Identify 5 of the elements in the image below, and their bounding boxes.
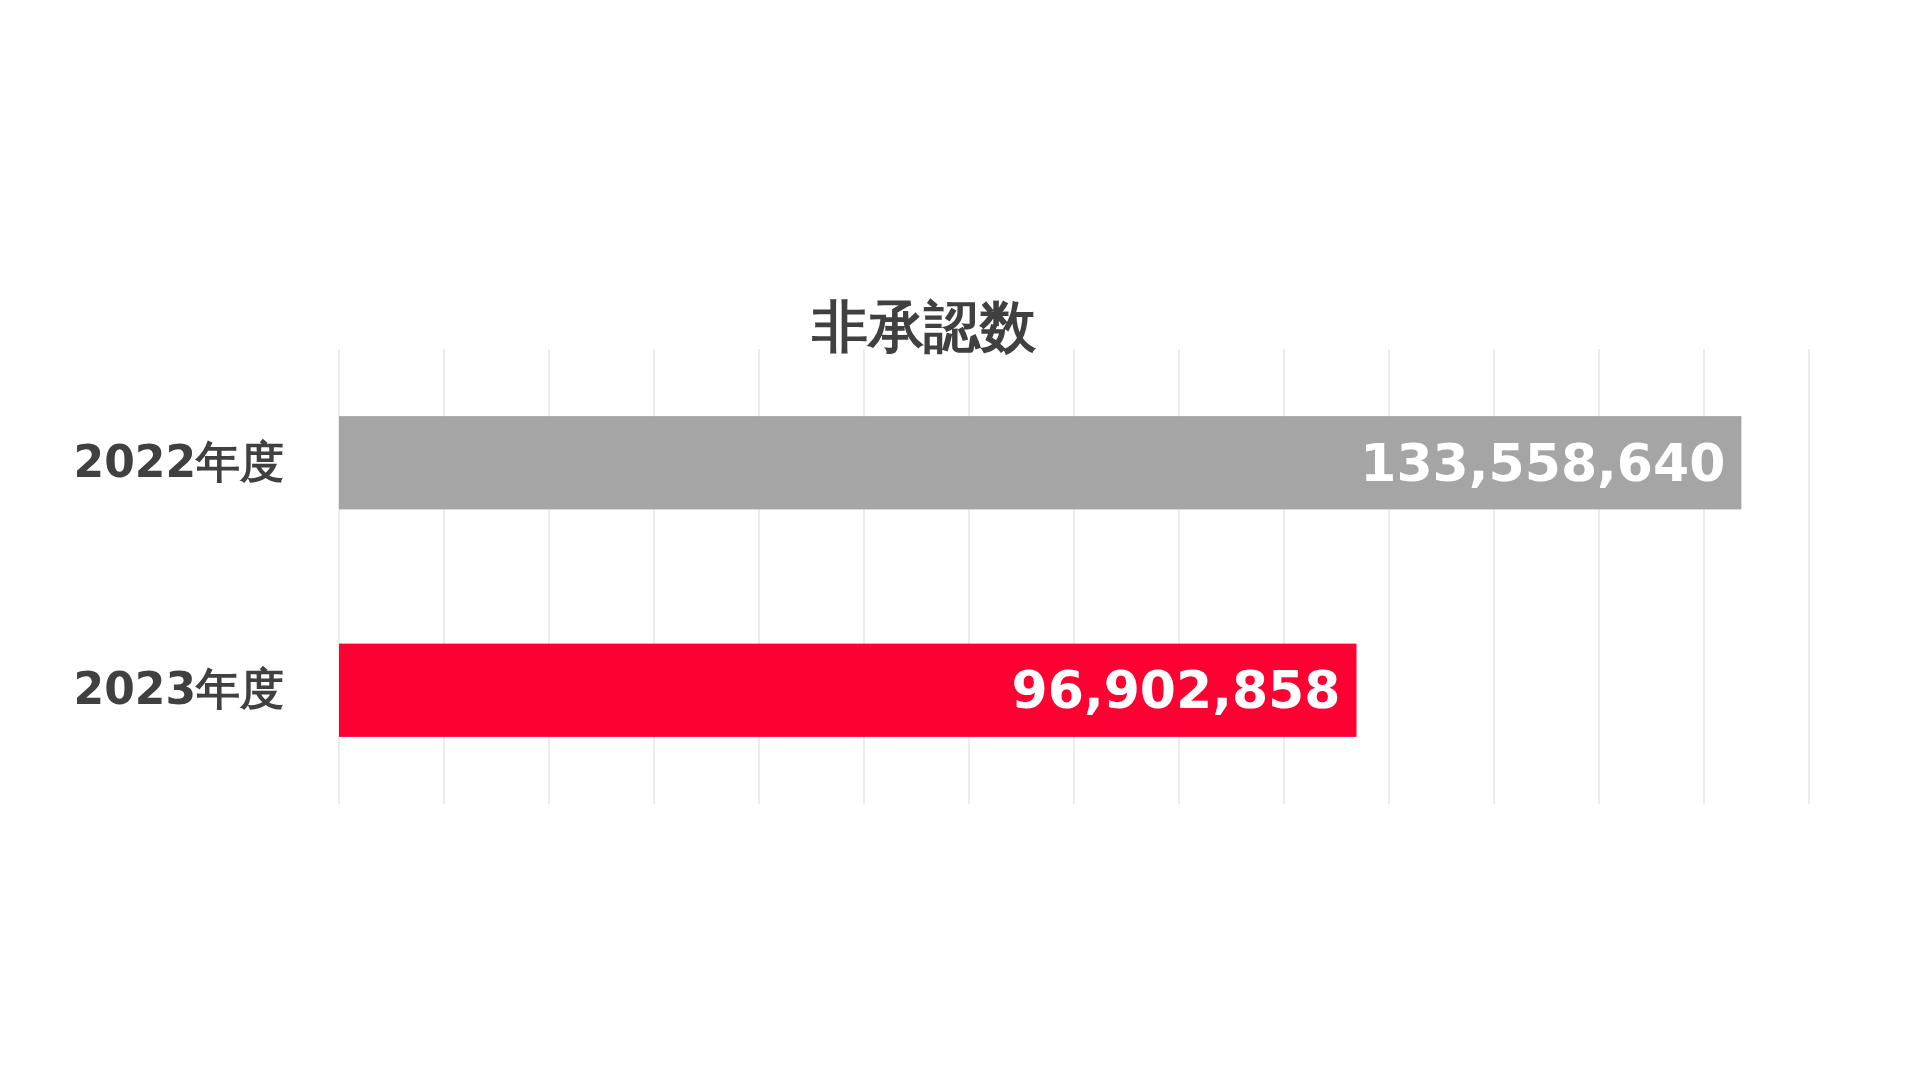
y-tick-label: 2023年度 [73, 663, 284, 715]
data-label: 96,902,858 [1011, 660, 1341, 721]
y-tick-label: 2022年度 [73, 435, 284, 487]
data-label: 133,558,640 [1360, 432, 1726, 493]
chart-title: 非承認数 [811, 294, 1037, 359]
